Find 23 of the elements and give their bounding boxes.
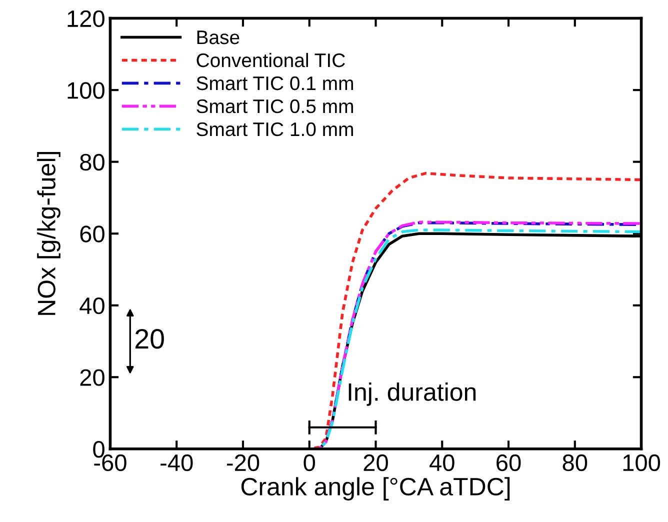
x-axis-title: Crank angle [°CA aTDC] bbox=[241, 477, 510, 500]
y-tick-label: 120 bbox=[68, 10, 104, 28]
annotation: 20 bbox=[136, 329, 164, 349]
legend-label: Smart TIC 1.0 mm bbox=[196, 122, 353, 136]
y-tick-label: 100 bbox=[68, 82, 104, 99]
x-tick-label: 80 bbox=[562, 454, 588, 472]
legend-label: Smart TIC 0.1 mm bbox=[196, 76, 353, 90]
x-tick-label: 0 bbox=[304, 454, 316, 472]
x-tick-label: 100 bbox=[623, 454, 660, 472]
x-tick-label: -20 bbox=[226, 454, 260, 472]
x-tick-label: -40 bbox=[160, 454, 193, 472]
x-tick-label: 60 bbox=[496, 454, 521, 472]
annotation: Inj. duration bbox=[348, 382, 476, 406]
legend-label: Base bbox=[197, 30, 240, 44]
legend-label: Smart TIC 0.5 mm bbox=[196, 99, 353, 114]
x-tick-label: 40 bbox=[430, 454, 454, 472]
y-tick-label: 20 bbox=[80, 369, 104, 386]
y-axis-title: NOx [g/kg-fuel] bbox=[37, 152, 60, 315]
x-tick-label: 20 bbox=[364, 454, 388, 472]
y-tick-label: 60 bbox=[80, 226, 104, 242]
legend-label: Conventional TIC bbox=[196, 52, 345, 68]
y-tick-label: 80 bbox=[80, 154, 104, 171]
y-tick-label: 40 bbox=[80, 297, 104, 314]
